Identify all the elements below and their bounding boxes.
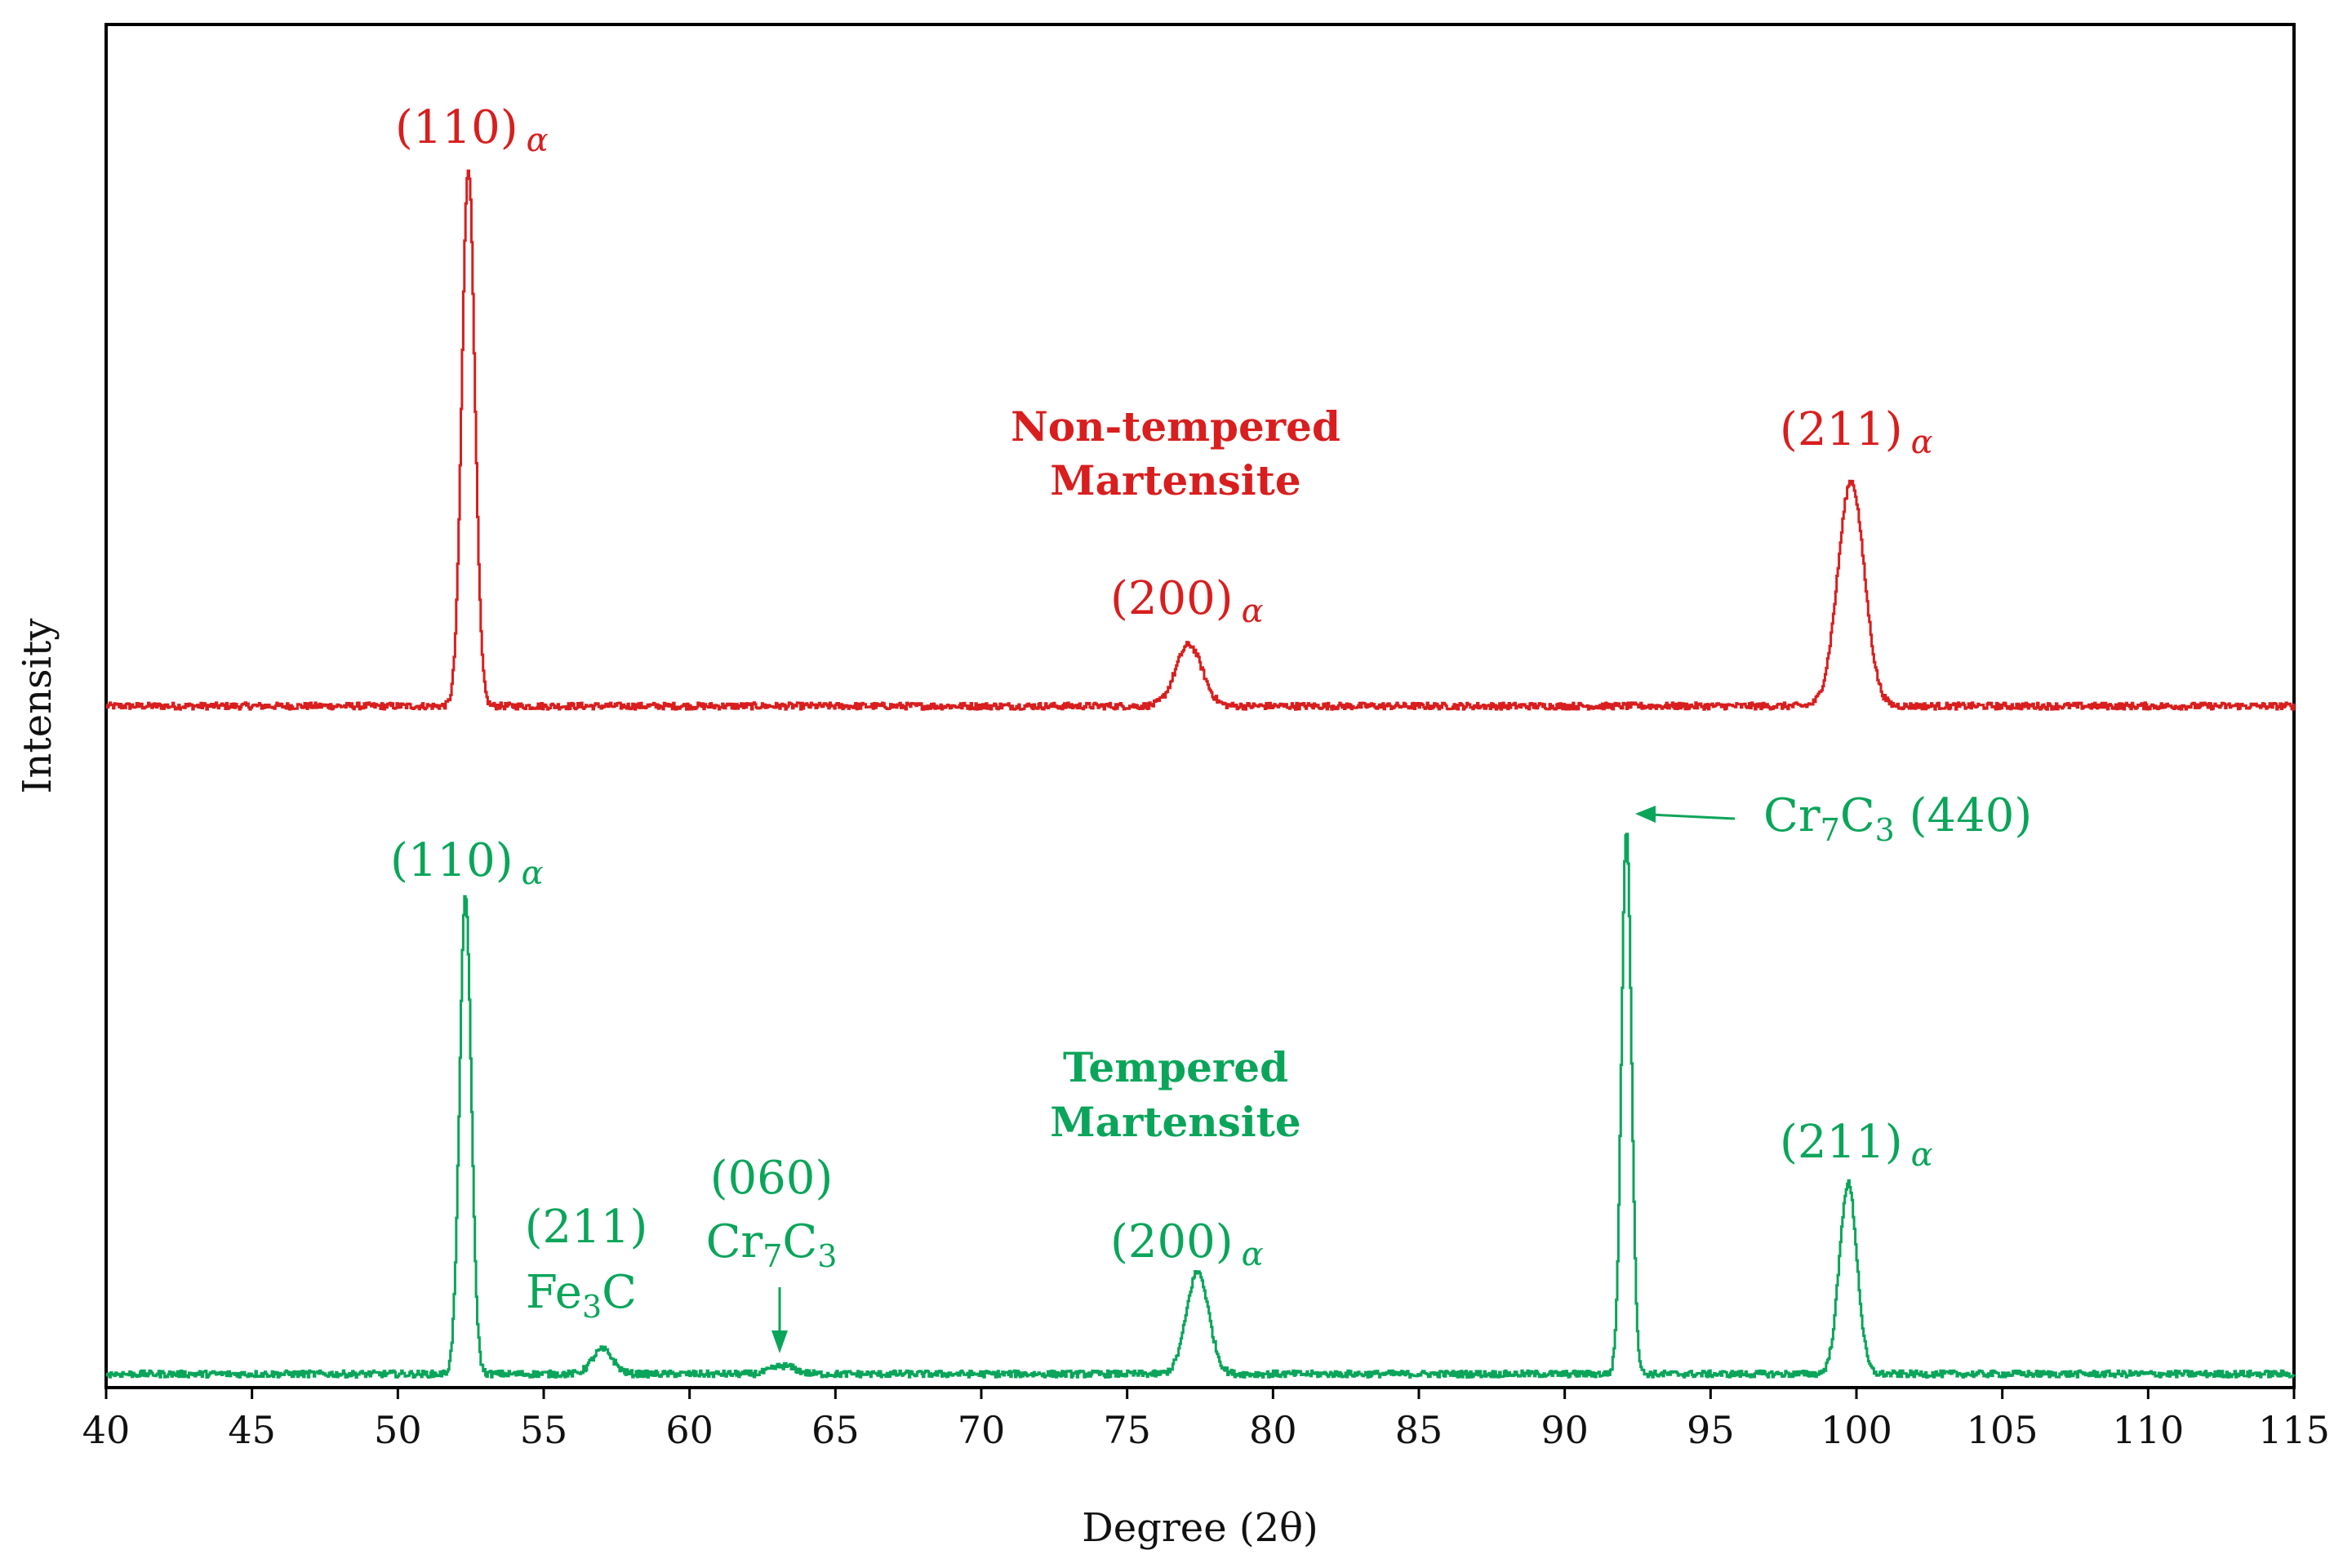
annotation-layer: (110) α Non-tempered Martensite (200) α (2…: [15, 101, 2032, 1551]
green-fe3c-label-line1: (211): [525, 1201, 648, 1254]
x-tick-label: 90: [1541, 1408, 1589, 1452]
series-line-non-tempered: [105, 169, 2296, 711]
cr7c3-060-arrow-head: [771, 1330, 788, 1353]
x-tick-label: 60: [665, 1408, 714, 1452]
x-axis-title: Degree (2θ): [1082, 1505, 1318, 1551]
x-tick-label: 50: [374, 1408, 422, 1452]
series-layer: [105, 169, 2296, 1379]
red-peak-label-211: (211) α: [1780, 403, 1933, 461]
series-line-tempered: [105, 833, 2296, 1379]
x-tick-label: 55: [520, 1408, 568, 1452]
cr7c3-440-arrow-head: [1635, 806, 1656, 823]
green-cr7c3-440-label: Cr7C3 (440): [1763, 789, 2032, 848]
x-ticks: 40 45 50 55 60 65 70 75 80 85 90 95 100 105 110 115: [82, 1388, 2330, 1452]
green-series-title-line2: Martensite: [1050, 1098, 1300, 1146]
x-tick-label: 105: [1967, 1408, 2038, 1452]
y-axis-title: Intensity: [15, 619, 60, 794]
red-series-title-line1: Non-tempered: [1011, 402, 1340, 451]
green-series-title-line1: Tempered: [1063, 1043, 1288, 1091]
cr7c3-440-arrow-shaft: [1650, 813, 1736, 820]
green-peak-label-211: (211) α: [1780, 1116, 1933, 1174]
x-tick-label: 85: [1395, 1408, 1443, 1452]
green-fe3c-label-line2: Fe3C: [526, 1266, 637, 1325]
x-tick-label: 70: [958, 1408, 1006, 1452]
x-tick-label: 75: [1103, 1408, 1151, 1452]
x-tick-label: 115: [2258, 1408, 2330, 1452]
x-tick-label: 45: [228, 1408, 276, 1452]
x-tick-label: 110: [2112, 1408, 2184, 1452]
x-tick-label: 80: [1249, 1408, 1297, 1452]
red-peak-label-110: (110) α: [395, 101, 549, 159]
green-peak-label-200: (200) α: [1110, 1215, 1264, 1273]
x-tick-label: 40: [82, 1408, 131, 1452]
x-tick-label: 95: [1687, 1408, 1735, 1452]
x-tick-label: 65: [811, 1408, 860, 1452]
x-tick-label: 100: [1821, 1408, 1892, 1452]
red-series-title-line2: Martensite: [1050, 456, 1300, 504]
green-cr7c3-060-label-line1: (060): [710, 1152, 834, 1205]
red-peak-label-200: (200) α: [1110, 572, 1264, 630]
green-peak-label-110: (110) α: [390, 834, 544, 892]
green-cr7c3-060-label-line2: Cr7C3: [706, 1215, 838, 1274]
